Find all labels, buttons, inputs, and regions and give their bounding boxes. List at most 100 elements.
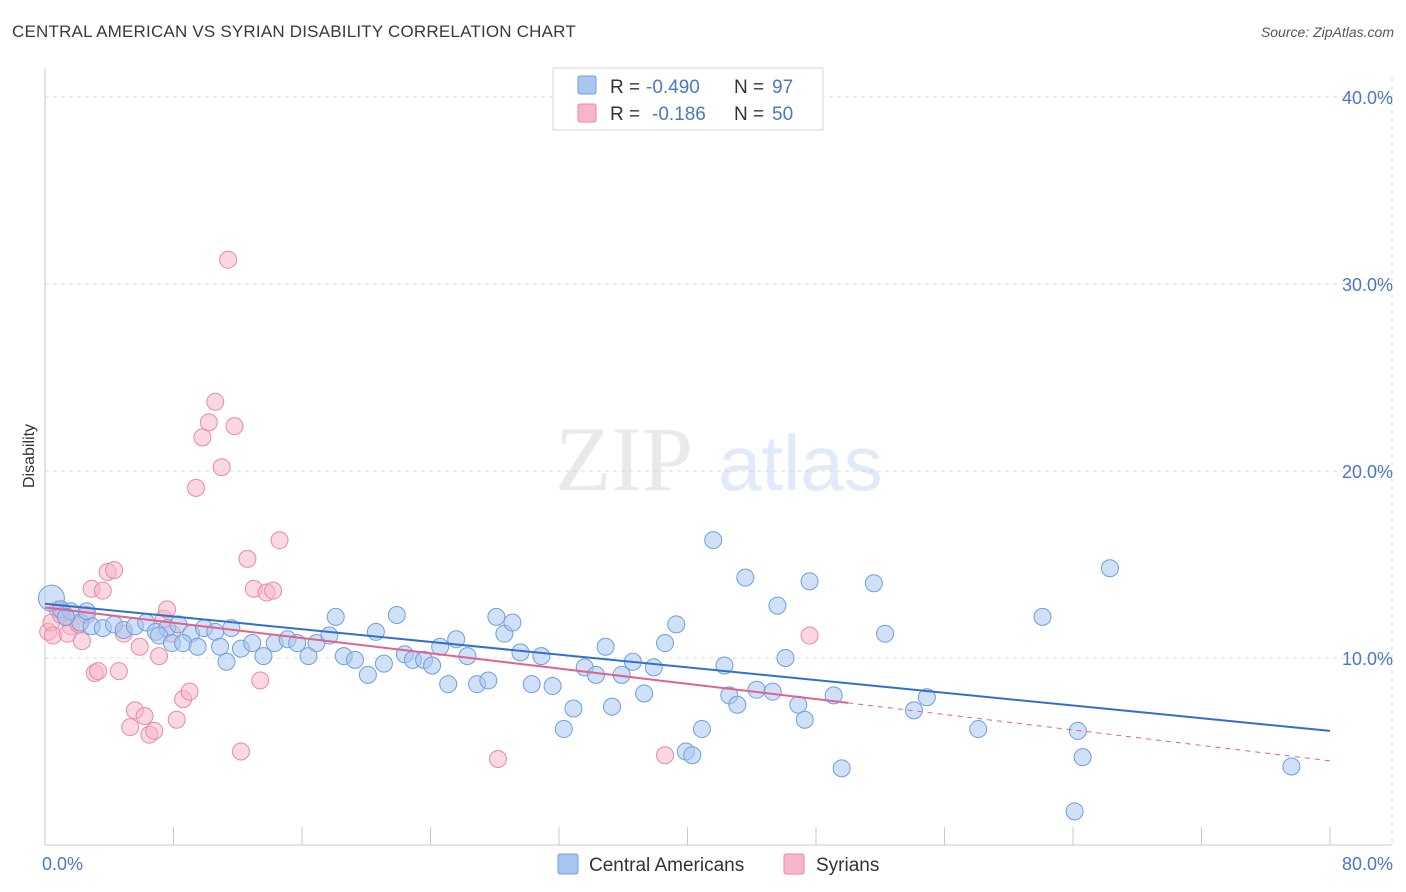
watermark: ZIP atlas [555,408,883,510]
watermark-zip: ZIP [555,408,693,510]
syrians-point [264,581,283,600]
central-americans-point [503,613,522,632]
syrians-point [219,250,238,269]
syrians-trend-line [44,606,849,704]
source-credit: Source: ZipAtlas.com [1260,24,1394,40]
syrians-point [121,718,140,737]
central-americans-point [789,695,808,714]
syrians-point [206,392,225,411]
legend-box: R = -0.490 N = 97 R = -0.186 N = 50 [552,67,824,131]
central-americans-point [667,615,686,634]
central-americans-point [254,647,273,666]
central-americans-point [358,665,377,684]
legend-n-label-1: N = [734,77,764,98]
central-americans-point [904,701,923,720]
central-americans-points [37,531,1301,821]
legend-r-label-2: R = [610,104,640,125]
syrians-point [72,632,91,651]
central-americans-trend-line [44,602,1331,732]
central-americans-point [564,699,583,718]
central-americans-point [217,652,236,671]
central-americans-point [603,697,622,716]
syrians-point [150,647,169,666]
central-americans-point [776,649,795,667]
bottom-legend-label-pink: Syrians [816,855,879,876]
y-tick-labels: 10.0% 20.0% 30.0% 40.0% [1342,88,1393,669]
syrians-point [109,662,128,681]
bottom-legend: Central Americans Syrians [557,853,879,876]
syrians-point [89,662,108,681]
syrians-point [199,413,218,432]
central-americans-point [644,658,663,677]
syrians-point [231,742,250,761]
central-americans-point [736,568,755,587]
syrians-point [488,749,507,768]
y-tick-label: 10.0% [1342,649,1393,669]
syrians-point [800,626,819,645]
x-tick-label: 0.0% [42,854,83,874]
y-tick-label: 30.0% [1342,275,1393,295]
central-americans-point [211,637,230,656]
syrians-point [251,671,270,690]
central-americans-point [243,634,262,653]
legend-r-value-2: -0.186 [652,104,706,125]
central-americans-point [635,684,654,703]
syrians-point [93,581,112,600]
central-americans-point [1282,757,1301,776]
bottom-legend-swatch-blue [557,853,579,875]
x-tick-labels: 0.0% 80.0% [42,854,1393,874]
central-americans-point [683,746,702,765]
central-americans-point [586,665,605,684]
central-americans-point [1065,802,1084,821]
central-americans-point [876,624,895,643]
legend-r-value-1: -0.490 [646,77,700,98]
central-americans-point [795,710,814,729]
syrians-point [167,710,186,729]
y-axis-label: Disability [21,424,38,488]
central-americans-point [1033,607,1052,626]
central-americans-point [56,607,75,626]
central-americans-point [374,654,393,673]
legend-r-label-1: R = [610,77,640,98]
syrians-point [158,600,177,619]
central-americans-point [1100,559,1119,578]
central-americans-point [768,596,787,615]
central-americans-point [326,607,345,626]
y-tick-label: 20.0% [1342,462,1393,482]
axes [44,68,1392,846]
central-americans-point [479,671,498,690]
syrians-point [270,531,289,550]
central-americans-point [800,572,819,591]
syrians-points [39,250,819,768]
central-americans-point [704,531,723,550]
central-americans-point [487,607,506,626]
syrians-point [135,706,154,725]
central-americans-point [1073,748,1092,767]
central-americans-point [543,677,562,696]
syrians-point [225,417,244,436]
syrians-point [238,549,257,568]
central-americans-point [532,647,551,666]
central-americans-point [554,720,573,739]
syrians-point [105,561,124,580]
central-americans-point [728,695,747,714]
legend-swatch-pink [577,103,597,123]
chart-title: CENTRAL AMERICAN VS SYRIAN DISABILITY CO… [12,22,576,41]
syrians-trend-extension [848,702,1331,762]
central-americans-point [917,688,936,707]
central-americans-point [864,574,883,593]
central-americans-point [763,682,782,701]
legend-n-value-2: 50 [772,104,793,125]
syrians-point [193,428,212,447]
central-americans-point [522,675,541,694]
bottom-legend-label-blue: Central Americans [589,855,744,876]
central-americans-point [206,622,225,641]
central-americans-point [423,656,442,675]
syrians-point [180,682,199,701]
central-americans-point [188,637,207,656]
bottom-legend-swatch-pink [783,853,805,875]
central-americans-point [747,680,766,699]
central-americans-point [656,634,675,653]
central-americans-point [439,675,458,694]
